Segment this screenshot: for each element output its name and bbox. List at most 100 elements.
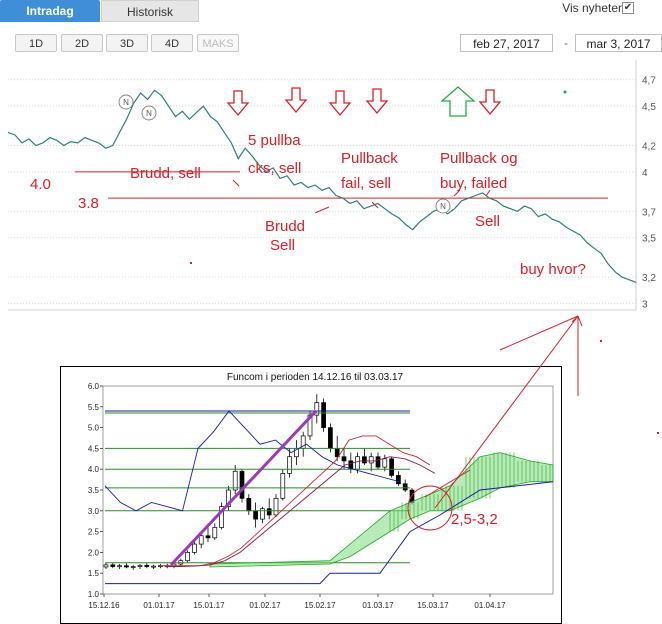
candle-body [117, 565, 122, 568]
candle-body [198, 535, 204, 545]
news-toggle-label: Vis nyheter [562, 1, 622, 15]
candle-body [260, 508, 265, 520]
annotation-pullback-fail-1: Pullback [341, 150, 398, 167]
candlestick [280, 469, 286, 501]
candle-body [246, 497, 252, 512]
dark-red-line [165, 456, 436, 567]
annotation-2-5-3-2: 2,5-3,2 [451, 511, 498, 528]
candle-body [212, 527, 218, 539]
ichimoku-inset-chart: Funcom i perioden 14.12.16 til 03.03.17 … [60, 366, 562, 624]
news-marker-label: N [123, 98, 129, 107]
candlestick [239, 469, 245, 503]
candlestick [117, 564, 122, 570]
news-marker-icon: N [141, 105, 157, 121]
red-line [160, 435, 431, 567]
period-button-1d[interactable]: 1D [15, 34, 57, 52]
annotation-pullback-fail-2: fail, sell [341, 175, 391, 192]
down-arrow-icon [284, 87, 308, 114]
y-tick-label: 3.0 [88, 507, 100, 516]
annotation-pullback-og-2: buy, failed [440, 175, 507, 192]
candlestick [226, 485, 231, 511]
candle-body [355, 456, 360, 470]
tab-intradag[interactable]: Intradag [0, 0, 100, 22]
candle-body [110, 564, 116, 567]
candlestick [137, 564, 143, 570]
candle-body [307, 414, 313, 437]
period-button-2d[interactable]: 2D [61, 34, 103, 52]
y-tick-label: 1.0 [88, 590, 100, 599]
candlestick [266, 498, 272, 520]
candle-body [253, 510, 258, 520]
candlestick [110, 562, 116, 569]
news-marker-label: N [146, 109, 152, 118]
candlestick [212, 523, 218, 540]
candle-body [273, 497, 279, 516]
y-tick-label: 3,5 [642, 234, 656, 245]
x-tick-label: 01.02.17 [249, 601, 281, 610]
x-tick-label: 01.03.17 [362, 601, 394, 610]
candlestick [287, 448, 292, 478]
candlestick [375, 452, 381, 470]
candle-body [219, 506, 224, 528]
intraday-chart: N N N Brudd, sell 5 pullba cks, sell Pullb… [7, 60, 656, 311]
candlestick [382, 454, 388, 472]
tab-historisk[interactable]: Historisk [101, 0, 199, 22]
price-line [7, 89, 637, 283]
y-tick-label: 1.5 [88, 569, 100, 578]
annotation-sell-1: Sell [270, 237, 295, 254]
period-button-4d[interactable]: 4D [151, 34, 193, 52]
news-marker-circle [118, 94, 134, 110]
candle-body [192, 543, 197, 553]
candle-body [205, 535, 211, 539]
candle-body [328, 427, 333, 449]
down-arrow-icon [365, 88, 389, 115]
y-tick-label: 3,7 [642, 207, 656, 218]
trend-line [169, 409, 318, 566]
y-tick-label: 4.0 [88, 465, 100, 474]
candle-body [130, 566, 136, 568]
y-tick-label: 6.0 [88, 382, 100, 391]
annotation-5-pullbacks-2: cks, sell [248, 160, 301, 177]
candle-body [137, 564, 143, 567]
annotation-brudd: Brudd [265, 218, 305, 235]
candlestick [389, 456, 394, 478]
y-tick-label: 4,2 [642, 142, 656, 153]
candle-body [341, 456, 347, 462]
date-to-input[interactable]: mar 3, 2017 [575, 34, 662, 52]
candle-body [185, 552, 190, 562]
candlestick [130, 564, 136, 570]
candle-body [232, 470, 238, 491]
news-marker-circle [435, 198, 451, 214]
annotation-buy-hvor: buy hvor? [520, 261, 586, 278]
candlestick [396, 471, 401, 486]
y-tick-label: 4,7 [642, 76, 656, 87]
y-tick-label: 4 [642, 168, 648, 179]
y-tick-label: 3.5 [88, 486, 100, 495]
candlestick [219, 502, 224, 530]
period-button-3d[interactable]: 3D [106, 34, 148, 52]
y-tick-label: 2.5 [88, 528, 100, 537]
blue-line [104, 410, 400, 512]
candlestick [314, 394, 320, 424]
down-arrow-icon [478, 89, 502, 116]
candlestick [368, 452, 374, 472]
y-tick-label: 2.0 [88, 548, 100, 557]
news-marker-icon: N [118, 94, 134, 110]
date-from-input[interactable]: feb 27, 2017 [460, 34, 553, 52]
up-arrow-icon [440, 86, 476, 117]
candlestick [192, 539, 197, 555]
level-label-3-8: 3.8 [78, 195, 99, 212]
candlestick [151, 564, 156, 570]
news-checkbox[interactable]: ✔ [622, 2, 634, 14]
x-tick-label: 01.04.17 [474, 601, 506, 610]
candle-body [280, 473, 286, 499]
x-tick-label: 15.03.17 [417, 601, 449, 610]
news-marker-label: N [440, 202, 446, 211]
y-tick-label: 5.5 [88, 403, 100, 412]
candlestick [232, 465, 238, 495]
level-label-4-0: 4.0 [30, 176, 51, 193]
annotation-brudd-sell: Brudd, sell [130, 165, 201, 182]
candle-body [226, 489, 231, 507]
y-tick-label: 3,2 [642, 273, 656, 284]
down-arrow-icon [226, 90, 250, 117]
